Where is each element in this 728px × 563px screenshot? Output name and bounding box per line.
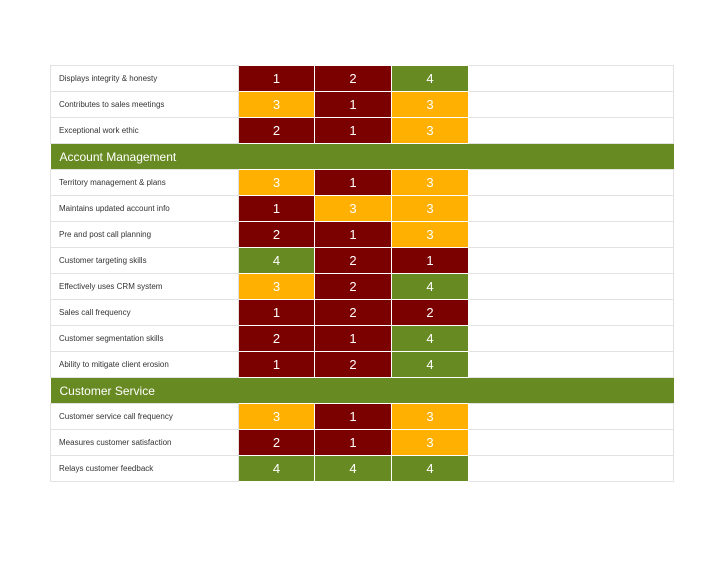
score-cell: 3 — [314, 195, 392, 222]
empty-cell — [468, 195, 674, 222]
criterion-label: Customer segmentation skills — [50, 325, 239, 352]
score-cell: 4 — [314, 455, 392, 482]
empty-cell — [468, 247, 674, 274]
criterion-label: Displays integrity & honesty — [50, 65, 239, 92]
criterion-label: Pre and post call planning — [50, 221, 239, 248]
score-cell: 3 — [238, 91, 315, 118]
score-cell: 3 — [391, 169, 469, 196]
criterion-label: Ability to mitigate client erosion — [50, 351, 239, 378]
empty-cell — [468, 351, 674, 378]
table-row: Customer targeting skills 4 2 1 — [50, 247, 674, 274]
score-cell: 2 — [314, 273, 392, 300]
score-cell: 4 — [238, 455, 315, 482]
criterion-label: Sales call frequency — [50, 299, 239, 326]
criterion-label: Territory management & plans — [50, 169, 239, 196]
score-cell: 4 — [391, 325, 469, 352]
score-cell: 2 — [238, 221, 315, 248]
score-cell: 3 — [391, 195, 469, 222]
score-cell: 1 — [238, 195, 315, 222]
score-cell: 1 — [314, 429, 392, 456]
section-title: Account Management — [50, 143, 674, 170]
score-cell: 4 — [391, 351, 469, 378]
empty-cell — [468, 273, 674, 300]
score-cell: 1 — [391, 247, 469, 274]
table-row: Maintains updated account info 1 3 3 — [50, 195, 674, 222]
table-row: Effectively uses CRM system 3 2 4 — [50, 273, 674, 300]
score-cell: 1 — [238, 299, 315, 326]
score-cell: 4 — [391, 455, 469, 482]
score-cell: 3 — [391, 117, 469, 144]
section-header: Customer Service — [50, 377, 674, 404]
table-row: Displays integrity & honesty 1 2 4 — [50, 65, 674, 92]
evaluation-table-body: Displays integrity & honesty 1 2 4 Contribut… — [50, 65, 674, 482]
score-cell: 3 — [391, 403, 469, 430]
table-row: Exceptional work ethic 2 1 3 — [50, 117, 674, 144]
score-cell: 1 — [314, 325, 392, 352]
criterion-label: Effectively uses CRM system — [50, 273, 239, 300]
score-cell: 3 — [238, 273, 315, 300]
empty-cell — [468, 429, 674, 456]
table-row: Contributes to sales meetings 3 1 3 — [50, 91, 674, 118]
table-row: Customer segmentation skills 2 1 4 — [50, 325, 674, 352]
score-cell: 2 — [314, 351, 392, 378]
criterion-label: Relays customer feedback — [50, 455, 239, 482]
criterion-label: Measures customer satisfaction — [50, 429, 239, 456]
criterion-label: Customer targeting skills — [50, 247, 239, 274]
criterion-label: Exceptional work ethic — [50, 117, 239, 144]
table-row: Territory management & plans 3 1 3 — [50, 169, 674, 196]
score-cell: 2 — [314, 65, 392, 92]
empty-cell — [468, 325, 674, 352]
empty-cell — [468, 221, 674, 248]
empty-cell — [468, 117, 674, 144]
empty-cell — [468, 169, 674, 196]
table-row: Sales call frequency 1 2 2 — [50, 299, 674, 326]
table-row: Relays customer feedback 4 4 4 — [50, 455, 674, 482]
score-cell: 1 — [314, 117, 392, 144]
score-cell: 1 — [314, 169, 392, 196]
score-cell: 1 — [238, 351, 315, 378]
score-cell: 2 — [314, 247, 392, 274]
score-cell: 3 — [238, 169, 315, 196]
score-cell: 4 — [391, 65, 469, 92]
empty-cell — [468, 65, 674, 92]
empty-cell — [468, 299, 674, 326]
score-cell: 4 — [391, 273, 469, 300]
score-cell: 3 — [391, 429, 469, 456]
section-title: Customer Service — [50, 377, 674, 404]
score-cell: 2 — [391, 299, 469, 326]
score-cell: 3 — [391, 221, 469, 248]
score-cell: 2 — [238, 117, 315, 144]
score-cell: 1 — [238, 65, 315, 92]
evaluation-table: Displays integrity & honesty 1 2 4 Contribut… — [50, 65, 674, 482]
score-cell: 2 — [238, 429, 315, 456]
score-cell: 2 — [238, 325, 315, 352]
score-cell: 1 — [314, 91, 392, 118]
section-header: Account Management — [50, 143, 674, 170]
empty-cell — [468, 455, 674, 482]
score-cell: 2 — [314, 299, 392, 326]
score-cell: 4 — [238, 247, 315, 274]
table-row: Ability to mitigate client erosion 1 2 4 — [50, 351, 674, 378]
criterion-label: Maintains updated account info — [50, 195, 239, 222]
table-row: Customer service call frequency 3 1 3 — [50, 403, 674, 430]
score-cell: 1 — [314, 403, 392, 430]
empty-cell — [468, 403, 674, 430]
empty-cell — [468, 91, 674, 118]
criterion-label: Contributes to sales meetings — [50, 91, 239, 118]
score-cell: 3 — [391, 91, 469, 118]
score-cell: 3 — [238, 403, 315, 430]
score-cell: 1 — [314, 221, 392, 248]
table-row: Pre and post call planning 2 1 3 — [50, 221, 674, 248]
criterion-label: Customer service call frequency — [50, 403, 239, 430]
table-row: Measures customer satisfaction 2 1 3 — [50, 429, 674, 456]
